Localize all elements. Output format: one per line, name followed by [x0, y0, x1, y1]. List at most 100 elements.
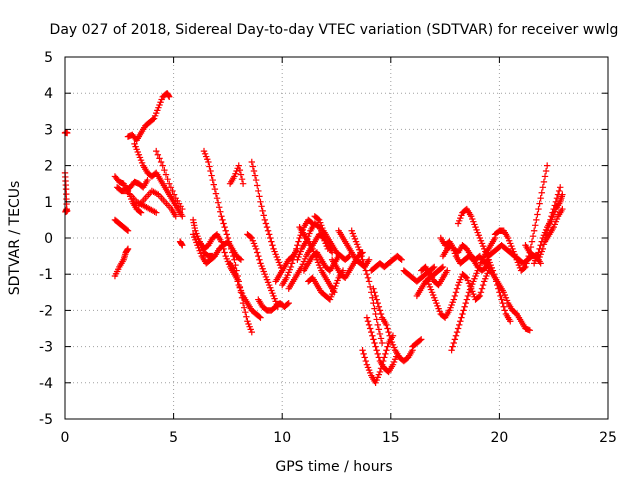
- data-point: [438, 264, 446, 272]
- data-point: [559, 191, 566, 198]
- data-point: [535, 249, 542, 256]
- data-point: [363, 314, 371, 321]
- data-point: [254, 249, 261, 256]
- data-point: [386, 332, 393, 339]
- data-point: [361, 354, 368, 361]
- data-point: [476, 292, 484, 300]
- data-point: [207, 167, 214, 175]
- data-point: [164, 175, 171, 183]
- series-p08: [135, 187, 179, 220]
- data-point: [444, 267, 451, 274]
- data-point: [475, 293, 482, 301]
- data-point: [290, 252, 298, 260]
- series-p48: [530, 191, 566, 267]
- series-p12: [189, 231, 245, 267]
- data-point: [179, 242, 186, 249]
- data-point: [233, 274, 240, 282]
- data-point: [251, 172, 259, 179]
- data-point: [212, 190, 220, 197]
- data-point: [243, 313, 250, 320]
- data-point: [384, 343, 391, 350]
- data-point: [383, 347, 390, 354]
- series-p19: [255, 296, 292, 314]
- series-p32: [363, 314, 401, 376]
- data-point: [478, 285, 486, 292]
- data-point: [418, 336, 425, 343]
- data-point: [375, 326, 383, 333]
- data-point: [153, 209, 160, 216]
- data-point: [269, 242, 276, 249]
- y-tick-label: -1: [39, 267, 53, 283]
- y-tick-label: 2: [44, 159, 53, 175]
- data-point: [232, 271, 239, 278]
- data-point: [293, 245, 300, 253]
- data-point: [136, 208, 144, 215]
- data-point: [262, 220, 270, 227]
- data-point: [368, 328, 375, 336]
- data-point: [458, 314, 465, 321]
- data-point: [462, 299, 469, 307]
- data-point: [214, 199, 222, 206]
- data-point: [242, 309, 249, 316]
- data-point: [218, 238, 225, 245]
- series-p27: [311, 213, 353, 263]
- data-point: [462, 273, 469, 281]
- data-point: [374, 299, 381, 307]
- series-p04: [113, 176, 151, 195]
- data-point: [162, 171, 170, 178]
- data-point: [501, 307, 509, 314]
- data-point: [249, 163, 257, 170]
- data-point: [373, 316, 380, 323]
- data-point: [345, 253, 352, 261]
- data-point: [248, 158, 255, 166]
- data-point: [359, 347, 366, 354]
- data-point: [497, 292, 504, 300]
- data-point: [439, 263, 447, 271]
- data-point: [213, 194, 221, 202]
- data-point: [375, 303, 383, 310]
- data-point: [479, 281, 487, 289]
- data-point: [231, 267, 238, 274]
- data-point: [267, 234, 274, 242]
- data-point: [457, 318, 464, 325]
- data-point: [416, 337, 424, 344]
- data-point: [451, 336, 459, 343]
- y-tick-label: -3: [39, 340, 53, 356]
- data-point: [385, 328, 392, 336]
- data-point: [219, 216, 226, 224]
- series-p03: [111, 216, 132, 234]
- series-p17: [244, 231, 282, 310]
- data-point: [464, 292, 472, 300]
- data-point: [179, 213, 186, 220]
- data-point: [144, 176, 151, 184]
- data-point: [366, 283, 374, 291]
- axis-ticks: [64, 56, 609, 420]
- y-tick-label: -2: [39, 303, 53, 319]
- data-point: [209, 176, 216, 184]
- data-point: [256, 193, 263, 200]
- data-point: [398, 256, 405, 263]
- x-tick-label: 0: [61, 430, 70, 446]
- data-point: [362, 267, 370, 274]
- data-point: [221, 223, 228, 231]
- data-point: [370, 285, 377, 292]
- data-point: [205, 158, 212, 166]
- data-point: [373, 347, 380, 354]
- data-point: [452, 289, 460, 296]
- data-point: [211, 185, 219, 193]
- series-p10: [176, 238, 186, 249]
- data-point: [374, 321, 381, 329]
- data-point: [247, 233, 254, 241]
- x-tick-label: 25: [599, 430, 617, 446]
- data-point: [559, 205, 566, 213]
- y-tick-label: 4: [44, 86, 53, 102]
- series-p15: [226, 162, 247, 187]
- series-p01: [111, 245, 132, 280]
- data-point: [530, 227, 538, 234]
- data-point: [362, 357, 370, 365]
- data-point: [381, 354, 388, 361]
- data-point: [534, 211, 541, 218]
- data-point: [216, 204, 223, 211]
